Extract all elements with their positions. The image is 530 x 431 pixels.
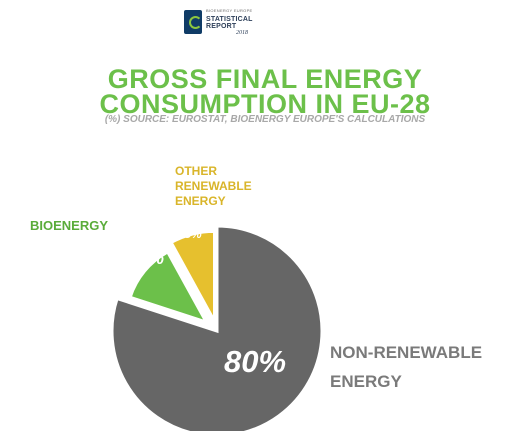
slice-value-label-2: 12% bbox=[128, 248, 164, 268]
slice-category-label-3: ENERGY bbox=[175, 194, 226, 208]
chart-subtitle: (%) SOURCE: EUROSTAT, BIOENERGY EUROPE'S… bbox=[104, 114, 426, 125]
pie-slice-1 bbox=[110, 224, 324, 431]
slice-category-label-1: ENERGY bbox=[330, 372, 402, 391]
slice-value-label-1: 80% bbox=[224, 344, 286, 379]
pie-slice-3 bbox=[169, 229, 217, 323]
slice-category-label-3: RENEWABLE bbox=[175, 179, 252, 193]
logo-org-text: BIOENERGY EUROPE bbox=[206, 8, 253, 13]
logo-year: 2018 bbox=[236, 30, 248, 36]
slice-category-label-1: NON-RENEWABLE bbox=[330, 343, 482, 362]
slice-value-label-3: 8% bbox=[184, 227, 202, 241]
pie-slice-2 bbox=[128, 249, 210, 325]
slice-category-label-3: OTHER bbox=[175, 164, 217, 178]
chart-title-line1: GROSS FINAL ENERGY bbox=[107, 64, 423, 94]
logo-emblem-icon bbox=[184, 10, 202, 34]
logo-line1: STATISTICAL bbox=[206, 16, 253, 23]
slice-category-label-2: BIOENERGY bbox=[30, 218, 108, 233]
logo-line2: REPORT bbox=[206, 23, 237, 30]
statistical-report-logo: BIOENERGY EUROPE STATISTICAL REPORT 2018 bbox=[184, 8, 264, 44]
logo-text: STATISTICAL REPORT bbox=[206, 16, 253, 30]
chart-title-line2: CONSUMPTION IN EU-28 bbox=[99, 89, 431, 119]
